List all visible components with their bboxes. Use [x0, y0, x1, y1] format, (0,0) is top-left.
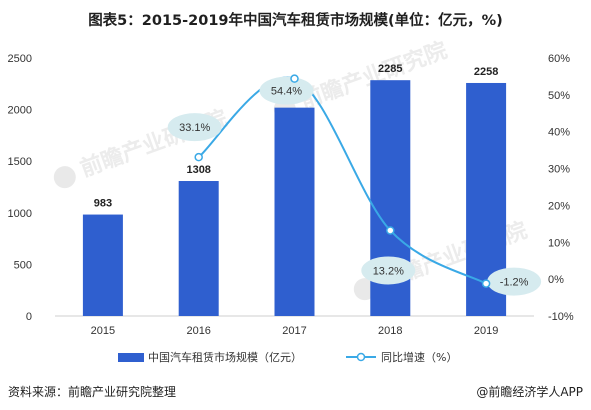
y-right-tick-label: -10% [548, 311, 574, 323]
legend-swatch-marker [356, 352, 366, 362]
growth-point [386, 226, 395, 235]
growth-point [481, 279, 491, 288]
growth-point [194, 152, 203, 162]
y-right-tick-label: 30% [548, 164, 570, 176]
legend-swatch-bar [118, 353, 144, 362]
bar [178, 181, 219, 316]
x-tick-label: 2016 [186, 325, 210, 337]
growth-value-label: 54.4% [271, 86, 302, 98]
growth-line [198, 76, 487, 285]
watermark-logo-mark [353, 278, 376, 301]
watermark-logo-mark [53, 166, 76, 189]
legend-label-line: 同比增速（%） [381, 350, 457, 364]
growth-label-bubble [259, 76, 314, 105]
x-axis: 2015 2016 2017 2018 2019 [55, 315, 534, 337]
bar-value-label: 1308 [186, 164, 210, 176]
y-right-tick-label: 40% [548, 127, 570, 139]
bar-value-label: 2285 [378, 63, 402, 75]
y-right-tick-label: 50% [548, 90, 570, 102]
growth-label-bubble [361, 256, 416, 285]
bar [274, 107, 315, 317]
bar-value-label: 983 [94, 198, 112, 210]
y-left-tick-label: 1000 [8, 208, 32, 220]
x-tick-label: 2017 [282, 325, 306, 337]
growth-value-label: 33.1% [179, 122, 210, 134]
y-right-tick-label: 0% [548, 274, 564, 286]
y-right-tick-label: 20% [548, 200, 570, 212]
x-tick-label: 2019 [474, 325, 498, 337]
bar [82, 214, 123, 316]
legend-label-bar: 中国汽车租赁市场规模（亿元） [148, 350, 302, 364]
growth-value-label: -1.2% [500, 277, 529, 289]
left-axis: 0 500 1000 1500 2000 2500 [8, 53, 32, 323]
y-left-tick-label: 500 [14, 259, 32, 271]
x-tick-label: 2018 [378, 325, 402, 337]
source-note: 资料来源：前瞻产业研究院整理 [8, 385, 177, 399]
right-axis: -10% 0% 10% 20% 30% 40% 50% 60% [548, 53, 574, 323]
y-right-tick-label: 60% [548, 53, 570, 65]
brand-credit: @前瞻经济学人APP [476, 385, 583, 399]
x-tick-label: 2015 [91, 325, 115, 337]
growth-value-label: 13.2% [373, 265, 404, 277]
y-left-tick-label: 0 [26, 311, 32, 323]
y-left-tick-label: 2500 [8, 53, 32, 65]
growth-label-bubble [487, 267, 542, 296]
bar-value-label: 2258 [474, 66, 498, 78]
chart-title: 图表5：2015-2019年中国汽车租赁市场规模(单位：亿元，%) [88, 13, 503, 29]
legend: 中国汽车租赁市场规模（亿元） 同比增速（%） [118, 350, 457, 364]
y-left-tick-label: 2000 [8, 105, 32, 117]
growth-point [290, 74, 299, 83]
y-right-tick-label: 10% [548, 237, 570, 249]
growth-line-series: 33.1% 54.4% 13.2% -1.2% [167, 74, 542, 296]
y-left-tick-label: 1500 [8, 156, 32, 168]
growth-label-bubble [167, 113, 222, 142]
